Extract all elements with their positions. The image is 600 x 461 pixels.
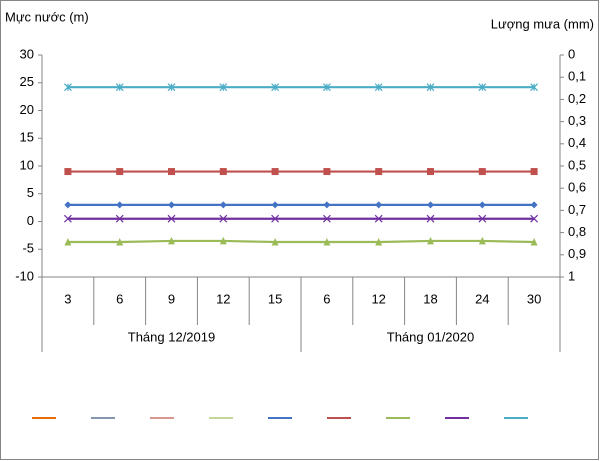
x-tick-label: 9 [168,291,175,306]
y2-tick-label: 0,9 [568,246,586,261]
marker [478,83,487,92]
marker [271,238,279,246]
y-tick-label: 0 [27,213,34,228]
marker [168,168,175,176]
marker [530,83,539,92]
x-tick-label: 24 [475,291,489,306]
group-label: Tháng 01/2020 [387,329,474,344]
marker [219,214,228,223]
marker [115,83,124,92]
x-tick-label: 6 [116,291,123,306]
y2-tick-label: 0,8 [568,224,586,239]
marker [219,83,228,92]
y-tick-label: 20 [20,102,34,117]
marker [478,214,487,223]
marker [64,168,72,176]
marker [427,236,434,245]
marker [375,238,383,246]
marker [167,83,176,92]
marker [271,168,279,176]
marker [426,214,435,223]
x-tick-label: 18 [423,291,437,306]
marker [530,168,538,176]
y-tick-label: 5 [27,185,34,200]
y2-axis-title: Lượng mưa (mm) [491,16,594,31]
marker [427,168,434,176]
marker [271,214,280,223]
y2-tick-label: 0 [568,46,575,61]
y-tick-label: 25 [20,74,34,89]
x-tick-label: 6 [323,291,330,306]
marker [322,214,331,223]
marker [64,238,72,246]
y2-tick-label: 0,1 [568,69,586,84]
marker [323,201,331,209]
marker [219,236,227,245]
marker [167,214,176,223]
marker [427,201,434,209]
marker [116,238,124,246]
marker [426,83,435,92]
marker [375,201,383,209]
marker [478,201,486,209]
y2-tick-label: 0,6 [568,180,586,195]
marker [168,201,175,209]
marker [168,236,175,245]
y-tick-label: 30 [20,46,34,61]
y2-tick-label: 0,2 [568,91,586,106]
marker [530,201,538,209]
y-tick-label: -5 [22,241,34,256]
marker [530,214,539,223]
series-line [67,239,535,244]
y2-tick-label: 0,5 [568,157,586,172]
marker [374,83,383,92]
marker [219,201,227,209]
marker [478,168,486,176]
marker [530,238,538,246]
x-tick-label: 15 [268,291,282,306]
y-tick-label: -10 [15,268,34,283]
y2-tick-label: 0,4 [568,135,586,150]
y2-tick-label: 1 [568,268,575,283]
marker [323,238,331,246]
marker [478,236,486,245]
marker [271,83,280,92]
x-tick-label: 30 [527,291,541,306]
marker [63,214,72,223]
marker [64,201,72,209]
marker [323,168,331,176]
marker [271,201,279,209]
x-tick-label: 12 [216,291,230,306]
x-tick-label: 12 [371,291,385,306]
y2-tick-label: 0,3 [568,113,586,128]
marker [63,83,72,92]
marker [374,214,383,223]
marker [322,83,331,92]
marker [375,168,383,176]
group-label: Tháng 12/2019 [128,329,215,344]
y-tick-label: 10 [20,157,34,172]
y-tick-label: 15 [20,130,34,145]
marker [116,201,124,209]
x-tick-label: 3 [64,291,71,306]
marker [116,168,124,176]
y-axis-title: Mực nước (m) [5,9,89,24]
marker [115,214,124,223]
marker [219,168,227,176]
y2-tick-label: 0,7 [568,202,586,217]
